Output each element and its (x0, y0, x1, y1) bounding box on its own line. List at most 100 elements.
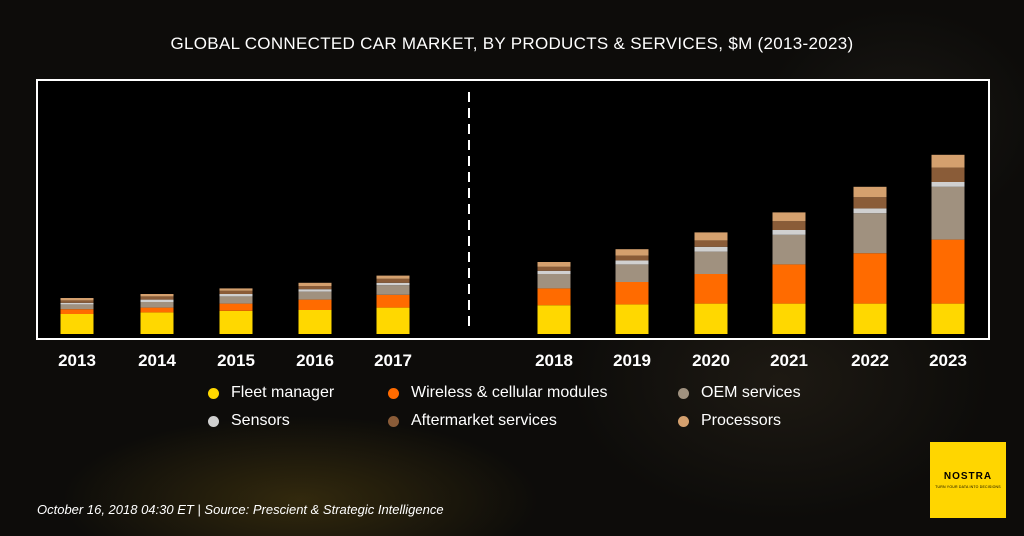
legend-label: Fleet manager (231, 384, 335, 401)
bar-2023-processors (931, 154, 965, 168)
bar-2019-processors (615, 249, 649, 256)
bar-2018-processors (537, 262, 571, 267)
bar-2019-sensors (615, 260, 649, 265)
legend-label: Aftermarket services (411, 412, 557, 429)
legend-swatch (678, 415, 689, 427)
bar-2022-oem-services (853, 213, 887, 254)
bar-2017-processors (376, 275, 410, 279)
x-tick-label: 2014 (138, 351, 176, 370)
logo-name: NOSTRA (943, 471, 993, 482)
x-tick-label: 2015 (217, 351, 255, 370)
legend-swatch (678, 387, 689, 399)
bar-2019-aftermarket-services (615, 255, 649, 261)
bar-2015-processors (219, 288, 253, 291)
bar-2021-fleet-manager (772, 303, 806, 334)
x-tick-label: 2018 (535, 351, 573, 370)
bar-2019-wireless-cellular-modules (615, 282, 649, 305)
bar-2018-wireless-cellular-modules (537, 288, 571, 306)
x-tick-label: 2021 (770, 351, 808, 370)
legend-item-oem-services: OEM services (678, 384, 801, 402)
bar-2022-wireless-cellular-modules (853, 253, 887, 304)
legend-swatch (208, 387, 219, 399)
bar-2022-processors (853, 186, 887, 198)
bar-2023-oem-services (931, 186, 965, 240)
bar-2020-wireless-cellular-modules (694, 274, 728, 304)
legend-label: OEM services (701, 384, 801, 401)
bar-2013-sensors (60, 302, 94, 305)
bar-2016-wireless-cellular-modules (298, 299, 332, 310)
nostra-logo[interactable]: NOSTRA TURN YOUR DATA INTO DECISIONS (930, 442, 1006, 518)
bar-2022-fleet-manager (853, 303, 887, 334)
source-footer: October 16, 2018 04:30 ET | Source: Pres… (37, 502, 444, 517)
bar-2013-processors (60, 298, 94, 301)
bar-2020-oem-services (694, 251, 728, 274)
legend: Fleet manager Wireless & cellular module… (208, 384, 868, 440)
bar-2023-sensors (931, 182, 965, 187)
bar-2016-oem-services (298, 291, 332, 300)
bar-2021-sensors (772, 230, 806, 235)
bar-2017-oem-services (376, 285, 410, 295)
legend-item-processors: Processors (678, 412, 781, 430)
bar-2020-fleet-manager (694, 303, 728, 334)
bar-2013-oem-services (60, 304, 94, 310)
bar-2016-fleet-manager (298, 310, 332, 334)
plot-frame (36, 79, 990, 340)
bar-2023-wireless-cellular-modules (931, 239, 965, 304)
x-tick-label: 2022 (851, 351, 889, 370)
bar-2014-wireless-cellular-modules (140, 307, 174, 313)
legend-swatch (388, 387, 399, 399)
bar-2018-fleet-manager (537, 305, 571, 334)
bar-2016-processors (298, 282, 332, 286)
legend-item-aftermarket-services: Aftermarket services (388, 412, 557, 430)
legend-label: Processors (701, 412, 782, 429)
bar-2017-sensors (376, 282, 410, 286)
bar-2016-sensors (298, 289, 332, 292)
bar-2014-sensors (140, 299, 174, 302)
bar-2015-oem-services (219, 296, 253, 304)
bar-2018-aftermarket-services (537, 266, 571, 271)
legend-label: Sensors (231, 412, 290, 429)
legend-swatch (388, 415, 399, 427)
bar-2020-aftermarket-services (694, 240, 728, 247)
x-tick-label: 2016 (296, 351, 334, 370)
x-tick-label: 2020 (692, 351, 730, 370)
legend-swatch (208, 415, 219, 427)
x-tick-label: 2019 (613, 351, 651, 370)
bar-2021-aftermarket-services (772, 221, 806, 230)
bar-2013-fleet-manager (60, 314, 94, 334)
bar-2015-wireless-cellular-modules (219, 303, 253, 311)
bar-2016-aftermarket-services (298, 286, 332, 290)
bar-2017-aftermarket-services (376, 278, 410, 283)
bar-2017-wireless-cellular-modules (376, 294, 410, 308)
bar-2022-aftermarket-services (853, 197, 887, 209)
bar-2013-aftermarket-services (60, 300, 94, 303)
bar-2015-aftermarket-services (219, 290, 253, 294)
bar-2015-fleet-manager (219, 310, 253, 334)
legend-item-sensors: Sensors (208, 412, 290, 430)
bar-2014-aftermarket-services (140, 296, 174, 300)
bar-2022-sensors (853, 208, 887, 214)
bar-2020-sensors (694, 246, 728, 252)
x-tick-label: 2017 (374, 351, 412, 370)
bars-group (60, 154, 965, 334)
x-axis-ticks: 2013 2014 2015 2016 2017 2018 2019 2020 2021 2022… (58, 351, 967, 370)
bar-2021-oem-services (772, 234, 806, 265)
bar-2018-sensors (537, 270, 571, 274)
x-tick-label: 2023 (929, 351, 967, 370)
bar-2013-wireless-cellular-modules (60, 309, 94, 314)
bar-2020-processors (694, 232, 728, 241)
legend-label: Wireless & cellular modules (411, 384, 608, 401)
bar-2017-fleet-manager (376, 307, 410, 334)
legend-item-fleet-manager: Fleet manager (208, 384, 334, 402)
bar-2023-aftermarket-services (931, 167, 965, 182)
legend-item-wireless-cellular-modules: Wireless & cellular modules (388, 384, 608, 402)
stacked-bar-chart: 2013 2014 2015 2016 2017 2018 2019 2020 2021 2022… (36, 79, 990, 370)
bar-2014-processors (140, 294, 174, 297)
x-tick-label: 2013 (58, 351, 96, 370)
bar-2021-wireless-cellular-modules (772, 264, 806, 304)
bar-2023-fleet-manager (931, 303, 965, 334)
bar-2014-oem-services (140, 302, 174, 308)
logo-tagline: TURN YOUR DATA INTO DECISIONS (935, 485, 1001, 489)
bar-2018-oem-services (537, 274, 571, 289)
bar-2015-sensors (219, 294, 253, 297)
